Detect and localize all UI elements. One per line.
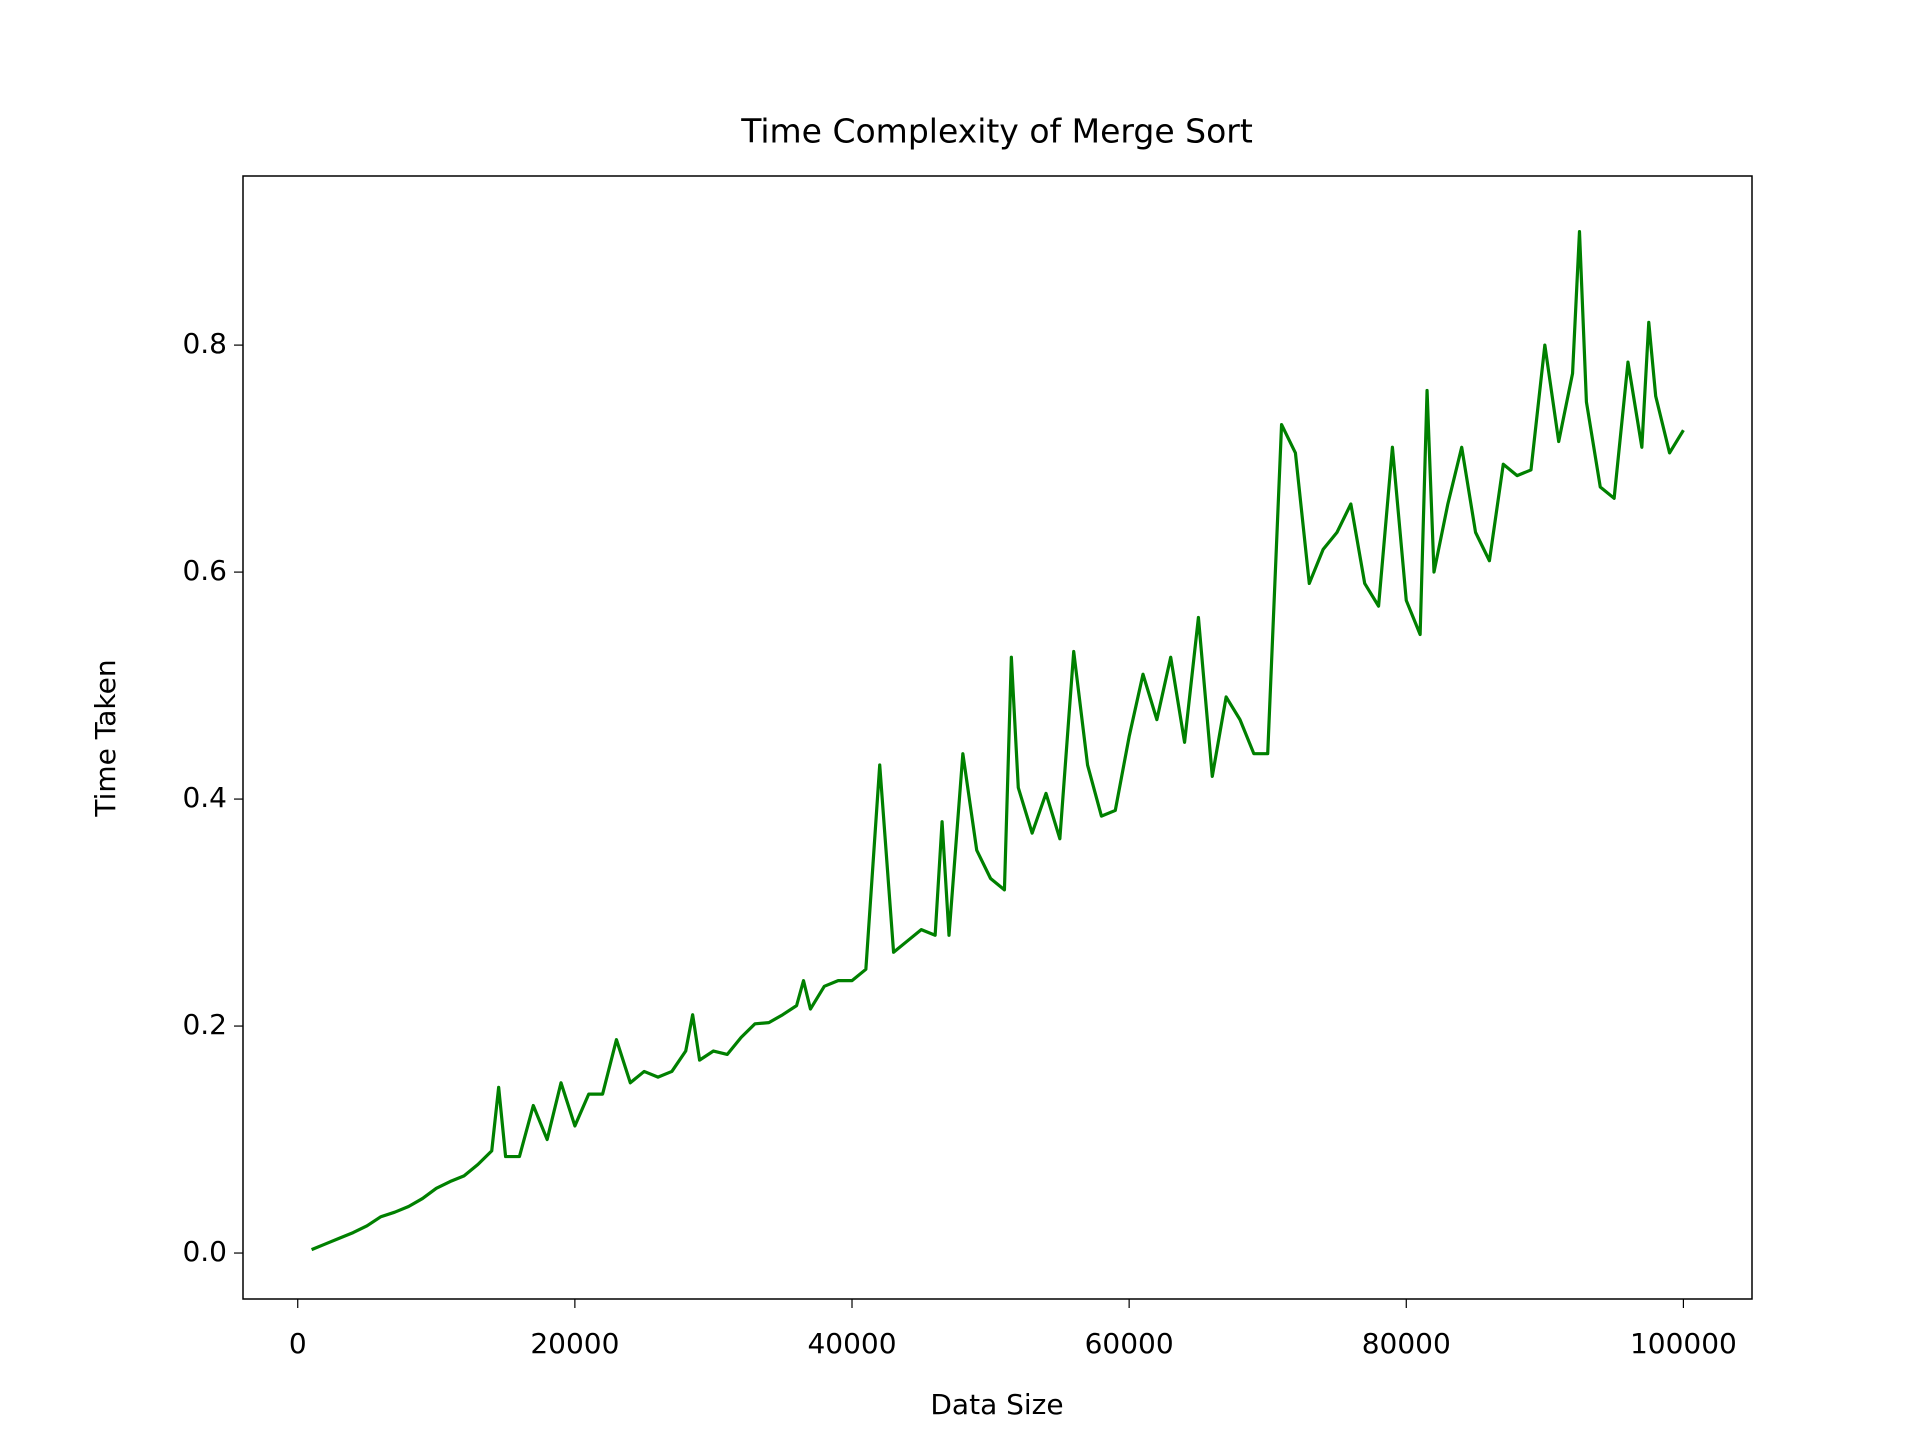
y-tick-label: 0.8 (182, 327, 227, 360)
y-tick-label: 0.0 (182, 1235, 227, 1268)
x-tick-label: 100000 (1630, 1327, 1737, 1360)
y-tick-label: 0.4 (182, 781, 227, 814)
x-axis-label: Data Size (930, 1388, 1063, 1421)
y-tick-label: 0.6 (182, 554, 227, 587)
x-tick-label: 20000 (530, 1327, 619, 1360)
data-line (310, 230, 1685, 1252)
chart-title: Time Complexity of Merge Sort (740, 112, 1253, 151)
x-tick-label: 0 (289, 1327, 307, 1360)
x-tick-label: 40000 (807, 1327, 896, 1360)
x-tick-label: 60000 (1085, 1327, 1174, 1360)
x-tick-label: 80000 (1362, 1327, 1451, 1360)
y-tick-label: 0.2 (182, 1008, 227, 1041)
plot-frame (242, 175, 1753, 1300)
y-axis-label: Time Taken (89, 659, 122, 817)
